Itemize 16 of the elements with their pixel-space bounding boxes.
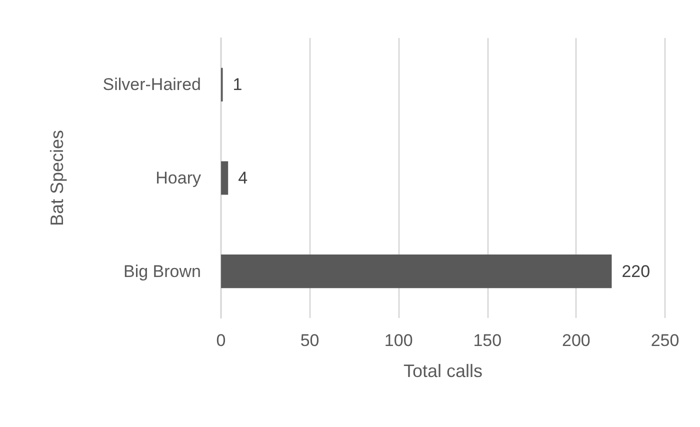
- bar: [221, 254, 612, 288]
- x-tick-label: 150: [473, 331, 502, 350]
- y-tick-label: Silver-Haired: [102, 75, 201, 94]
- y-tick-label: Big Brown: [124, 262, 201, 281]
- data-label: 220: [622, 262, 650, 281]
- x-tick-label: 50: [300, 331, 320, 350]
- data-label: 4: [238, 168, 248, 188]
- x-tick-label: 200: [562, 331, 590, 350]
- x-axis-title: Total calls: [403, 361, 483, 381]
- x-tick-label: 250: [650, 331, 680, 350]
- data-label: 1: [232, 75, 242, 94]
- y-axis-title: Bat Species: [47, 130, 67, 226]
- x-tick-label: 0: [216, 331, 226, 350]
- bar: [221, 161, 228, 195]
- x-tick-label: 100: [384, 331, 413, 350]
- y-tick-label: Hoary: [156, 168, 202, 188]
